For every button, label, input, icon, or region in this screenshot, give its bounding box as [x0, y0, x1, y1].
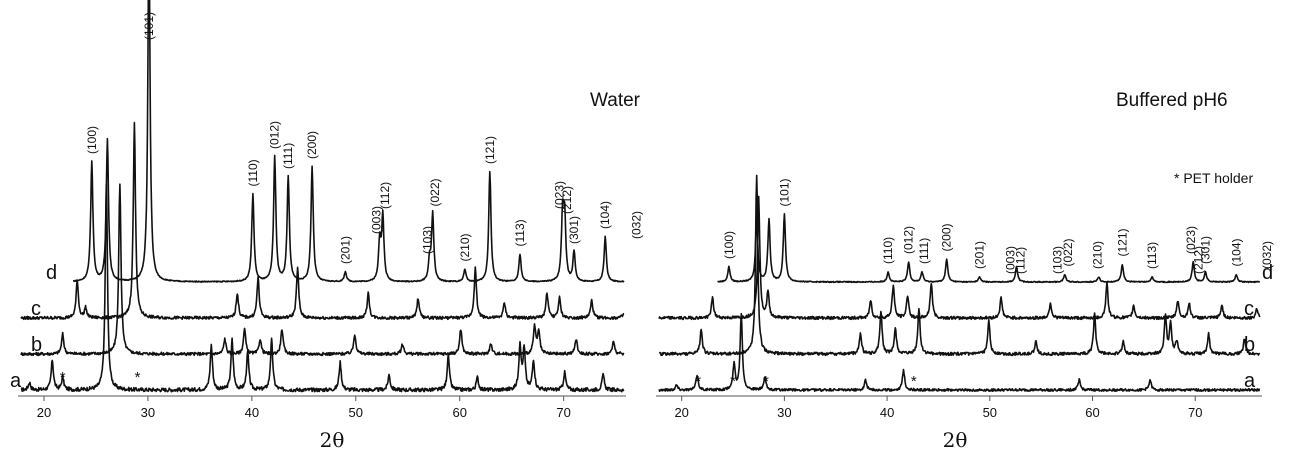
- trace-label-c: c: [31, 298, 41, 320]
- trace-label-b: b: [1244, 334, 1255, 356]
- miller-index-label: (112): [378, 182, 392, 209]
- miller-index-label: (110): [246, 159, 260, 186]
- miller-index-label: (104): [1229, 238, 1243, 266]
- trace-label-d: d: [1262, 262, 1273, 284]
- miller-index-label: (012): [902, 226, 916, 254]
- pet-holder-star: *: [730, 373, 736, 390]
- buffered-panel: Buffered pH6 * PET holder 2θ 20 30 40 50 60 7…: [656, 90, 1274, 452]
- miller-index-label: (200): [940, 223, 954, 251]
- miller-index-label: (301): [1199, 236, 1213, 264]
- miller-index-label: (201): [338, 236, 352, 264]
- miller-index-label: (022): [428, 178, 442, 206]
- trace-label-d: d: [46, 262, 57, 284]
- trace-label-a: a: [10, 370, 22, 392]
- x-tick-label: 60: [452, 405, 466, 420]
- miller-index-label: (212): [560, 186, 574, 214]
- pet-holder-star: *: [135, 369, 141, 386]
- x-tick-label: 30: [141, 405, 155, 420]
- miller-index-label: (023): [1184, 226, 1198, 254]
- miller-index-label: (113): [1145, 242, 1159, 269]
- x-tick-label: 40: [245, 405, 259, 420]
- pattern-b-line: [658, 174, 1261, 357]
- x-tick-label: 30: [777, 405, 791, 420]
- miller-index-label: (111): [917, 238, 931, 264]
- pet-holder-star: *: [911, 373, 917, 390]
- miller-index-label: (003): [370, 206, 384, 234]
- pattern-c-line: [658, 195, 1261, 321]
- miller-index-label: (210): [1091, 241, 1105, 269]
- pet-holder-note: * PET holder: [1174, 170, 1253, 186]
- miller-index-label: (032): [1260, 241, 1274, 269]
- panel-title-water: Water: [590, 90, 641, 111]
- x-tick-label: 20: [674, 405, 688, 420]
- miller-index-label: (101): [142, 12, 156, 40]
- x-axis-label: 2θ: [320, 428, 345, 452]
- pet-holder-star: *: [695, 373, 701, 390]
- miller-index-label: (101): [777, 178, 791, 206]
- miller-index-label: (301): [567, 216, 581, 244]
- miller-index-label: (110): [881, 237, 895, 264]
- miller-index-label: (100): [85, 126, 99, 154]
- pattern-b-line: [20, 183, 625, 357]
- miller-index-label: (104): [598, 201, 612, 229]
- miller-index-label: (022): [1061, 238, 1075, 266]
- x-tick-label: 50: [349, 405, 363, 420]
- x-tick-label: 50: [983, 405, 997, 420]
- miller-index-label: (112): [1014, 247, 1028, 274]
- miller-index-label: (100): [722, 231, 736, 259]
- x-tick-label: 70: [556, 405, 570, 420]
- pattern-a-line: [20, 183, 625, 393]
- miller-index-label: (201): [973, 241, 987, 269]
- x-axis-label: 2θ: [943, 428, 968, 452]
- miller-index-label: (032): [629, 211, 643, 239]
- miller-index-label: (103): [420, 226, 434, 254]
- miller-index-label: (121): [1115, 228, 1129, 256]
- miller-index-label: (111): [281, 143, 295, 169]
- miller-index-label: (023): [552, 181, 566, 209]
- pattern-c-line: [20, 121, 625, 321]
- miller-index-label: (212): [1191, 246, 1205, 274]
- x-tick-label: 40: [880, 405, 894, 420]
- x-tick-label: 60: [1085, 405, 1099, 420]
- miller-index-label: (121): [483, 136, 497, 164]
- panel-title-buffered: Buffered pH6: [1116, 90, 1228, 111]
- miller-index-label: (113): [513, 219, 527, 246]
- pattern-d-line: [717, 213, 1261, 284]
- trace-label-c: c: [1244, 298, 1254, 320]
- miller-index-label: (210): [458, 233, 472, 261]
- miller-index-label: (200): [305, 131, 319, 159]
- miller-index-label: (003): [1003, 246, 1017, 274]
- miller-index-label: (012): [268, 121, 282, 149]
- miller-index-label: (103): [1051, 246, 1065, 274]
- x-tick-label: 20: [37, 405, 51, 420]
- pet-holder-star: *: [60, 369, 66, 386]
- trace-label-b: b: [31, 334, 42, 356]
- pattern-d-line: [72, 0, 625, 283]
- pet-holder-star: *: [763, 373, 769, 390]
- x-tick-label: 70: [1188, 405, 1202, 420]
- trace-label-a: a: [1244, 370, 1256, 392]
- pattern-a-line: [658, 312, 1261, 393]
